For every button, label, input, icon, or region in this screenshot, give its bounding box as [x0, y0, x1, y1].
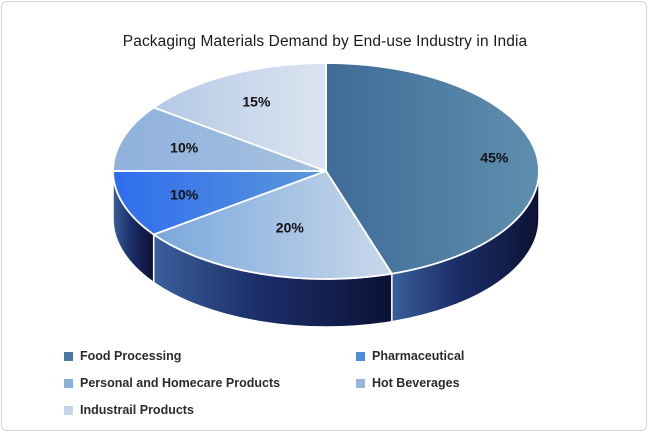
pie-value-label: 20% — [276, 220, 305, 236]
pie-slice-pharmaceutical — [112, 170, 327, 236]
legend-swatch — [64, 378, 73, 388]
legend-item: Food Processing — [64, 349, 181, 363]
pie-slice-hot-beverages — [112, 106, 327, 172]
legend-swatch — [356, 378, 365, 388]
legend-label: Pharmaceutical — [372, 349, 465, 363]
legend-item: Pharmaceutical — [356, 349, 464, 363]
legend-swatch — [64, 405, 73, 415]
legend-label: Hot Beverages — [372, 376, 460, 390]
pie-slice-industrail-products — [151, 62, 327, 173]
legend-label: Personal and Homecare Products — [80, 376, 281, 390]
pie-value-label: 10% — [170, 140, 199, 156]
pie-value-label: 15% — [242, 94, 271, 110]
legend-item: Industrail Products — [64, 403, 194, 417]
pie-slice-personal-and-homecare-products — [151, 169, 394, 280]
legend-label: Food Processing — [80, 349, 182, 363]
legend-swatch — [64, 351, 73, 361]
pie-value-label: 10% — [170, 186, 199, 202]
pie-slice-food-processing — [325, 62, 540, 275]
chart-title: Packaging Materials Demand by End-use In… — [122, 33, 528, 50]
legend-label: Industrail Products — [80, 403, 194, 417]
pie-value-label: 45% — [480, 150, 509, 166]
legend-item: Personal and Homecare Products — [64, 376, 280, 390]
legend-swatch — [356, 351, 365, 361]
legend-item: Hot Beverages — [356, 376, 460, 390]
